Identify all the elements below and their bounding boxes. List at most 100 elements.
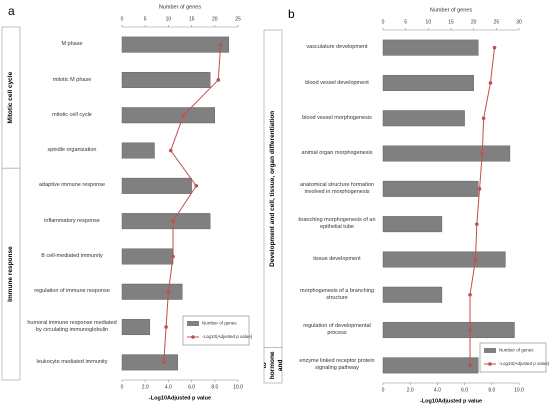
bar: [382, 322, 515, 339]
bar: [382, 357, 479, 374]
bar: [121, 177, 192, 194]
x2-axis-title: -Log10Adjusted p value: [420, 398, 482, 404]
line-marker: [473, 257, 478, 262]
category-label-box: spindle organization: [47, 147, 97, 154]
bar: [382, 110, 465, 127]
x-tick-label: 5: [144, 16, 147, 22]
category-label: morphogenesis of a branching structure: [300, 287, 374, 301]
line-marker: [181, 113, 186, 118]
bar: [121, 107, 216, 124]
group-label: Immune response: [7, 246, 15, 302]
x2-tick-label: 2.0: [407, 387, 414, 393]
bar: [382, 180, 479, 197]
group-box: [1, 167, 21, 381]
category-label: blood vessel development: [305, 79, 369, 86]
category-label: regulation of immune response: [34, 288, 110, 295]
line-marker: [171, 254, 175, 259]
x-tick-label: 20: [212, 16, 218, 22]
bar: [382, 286, 443, 303]
category-label-box: blood vessel development: [305, 79, 369, 86]
x-tick-label: 20: [471, 19, 477, 25]
category-label-box: animal organ morphogenesis: [302, 150, 373, 156]
line-marker: [492, 45, 497, 50]
category-label: humoral immune response mediated by circ…: [27, 320, 117, 334]
bar: [382, 74, 474, 91]
category-label: B cell-mediated immunity: [41, 253, 103, 259]
group-label: Mitotic cell cycle: [7, 71, 15, 124]
bar: [121, 213, 211, 230]
category-label-box: humoral immune response mediated by circ…: [27, 320, 117, 334]
category-label-box: regulation of developmental process: [303, 323, 371, 336]
category-label: enzyme linked receptor protein signaling…: [299, 358, 375, 372]
x2-tick-label: 4.0: [434, 387, 441, 393]
x2-tick-label: 6.0: [188, 384, 195, 390]
line-marker: [480, 151, 485, 156]
category-label-box: mitotic cell cycle: [52, 111, 92, 118]
line-marker: [168, 148, 173, 153]
category-label: anatomical structure formation involved …: [300, 181, 374, 195]
legend-swatch: [191, 335, 195, 339]
x-tick-label: 15: [448, 19, 454, 25]
legend-label: Number of genes: [499, 348, 534, 353]
line-marker: [164, 325, 168, 329]
line-marker: [218, 42, 223, 47]
x-axis-title: Number of genes: [430, 7, 472, 13]
x-tick-label: 25: [235, 16, 241, 22]
category-label: mitotic cell cycle: [52, 111, 92, 118]
line-marker: [468, 328, 472, 332]
legend-label: -Log10(Adjusted p value): [202, 334, 253, 339]
category-label-box: regulation of immune response: [34, 288, 110, 295]
category-label: blood vessel morphogenesis: [302, 114, 372, 121]
bar: [382, 251, 506, 268]
bar: [121, 319, 151, 336]
x2-tick-label: 10.0: [233, 384, 243, 390]
category-label: leukocyte mediated immunity: [36, 358, 108, 365]
group-label: Development and cell, tissue, organ diff…: [269, 110, 277, 267]
x-tick-label: 10: [426, 19, 432, 25]
legend-swatch: [187, 321, 199, 326]
line-marker: [477, 187, 482, 191]
bar: [121, 142, 155, 159]
line-marker: [161, 360, 166, 365]
line-marker: [194, 184, 199, 188]
x2-tick-label: 0: [121, 384, 124, 390]
category-label-box: M phase: [61, 41, 83, 48]
x2-tick-label: 2.0: [142, 384, 149, 390]
group-label-box: Response to hormone and corticoids: [264, 351, 282, 380]
line: [469, 47, 496, 366]
bar: [121, 71, 211, 88]
category-label-box: anatomical structure formation involved …: [300, 181, 374, 195]
bar: [121, 36, 229, 53]
x2-tick-label: 4.0: [165, 384, 172, 390]
bar: [382, 39, 479, 56]
group-label-box: Development and cell, tissue, organ diff…: [269, 110, 277, 267]
x-tick-label: 15: [189, 16, 195, 22]
category-label-box: mitotic M phase: [53, 77, 92, 83]
bar: [121, 283, 183, 300]
legend-label: -Log10(Adjusted p value): [499, 361, 550, 366]
x-tick-label: 5: [404, 19, 407, 25]
legend-box: [182, 315, 250, 346]
category-label: spindle organization: [47, 147, 97, 154]
legend-swatch: [484, 348, 496, 353]
group-label-box: Mitotic cell cycle: [7, 71, 15, 124]
category-label: vasculature development: [306, 44, 368, 51]
group-label: Response to hormone and corticoids: [264, 351, 282, 380]
category-label: inflammatory response: [44, 217, 100, 224]
category-label-box: adaptive immune response: [38, 182, 106, 189]
line-marker: [475, 222, 479, 226]
panel-label: a: [8, 4, 15, 18]
line-marker: [166, 289, 171, 294]
category-label: M phase: [61, 41, 83, 48]
category-label: branching morphogenesis of an epithelial…: [298, 217, 376, 231]
category-label-box: inflammatory response: [44, 217, 100, 224]
x2-tick-label: 8.0: [488, 387, 495, 393]
category-label: tissue development: [313, 256, 361, 262]
line-marker: [488, 81, 493, 85]
x-axis-title: Number of genes: [159, 4, 201, 10]
bar: [121, 248, 174, 265]
category-label-box: blood vessel morphogenesis: [302, 114, 372, 121]
category-label: adaptive immune response: [38, 182, 106, 189]
x2-axis-title: -Log10Adjusted p value: [149, 395, 211, 401]
